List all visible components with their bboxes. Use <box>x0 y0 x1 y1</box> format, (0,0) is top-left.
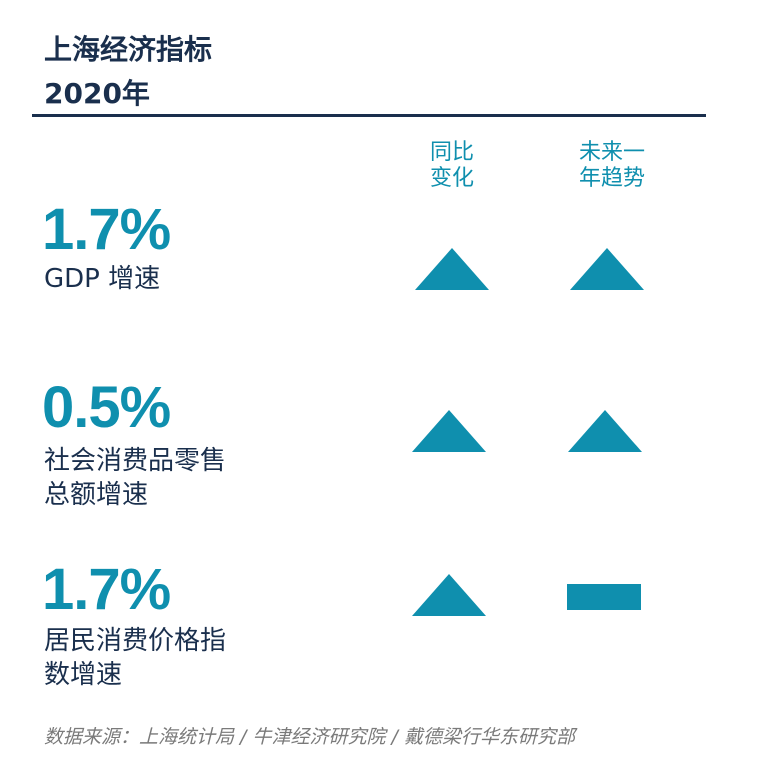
indicator-value-cpi: 1.7% <box>42 557 171 622</box>
up-triangle-icon <box>568 410 642 452</box>
up-triangle-icon <box>570 248 644 290</box>
indicator-label-cpi: 居民消费价格指 数增速 <box>44 626 227 690</box>
title-text: 上海经济指标 <box>44 33 213 66</box>
up-triangle-icon <box>415 248 489 290</box>
indicator-label-gdp: GDP 增速 <box>44 264 161 294</box>
year-subtitle: 2020年 <box>44 77 150 110</box>
flat-bar-icon <box>567 584 641 610</box>
column-header-yoy: 同比 变化 <box>429 140 474 191</box>
indicator-value-gdp: 1.7% <box>42 197 171 262</box>
column-header-trend: 未来一 年趋势 <box>578 140 645 191</box>
indicator-value-retail: 0.5% <box>42 375 171 440</box>
up-triangle-icon <box>412 574 486 616</box>
indicator-label-retail: 社会消费品零售 总额增速 <box>44 446 227 510</box>
source-note: 数据来源：上海统计局 / 牛津经济研究院 / 戴德梁行华东研究部 <box>44 726 575 748</box>
title-divider <box>32 114 706 117</box>
up-triangle-icon <box>412 410 486 452</box>
page-title: 上海经济指标 2020年 <box>44 28 212 116</box>
